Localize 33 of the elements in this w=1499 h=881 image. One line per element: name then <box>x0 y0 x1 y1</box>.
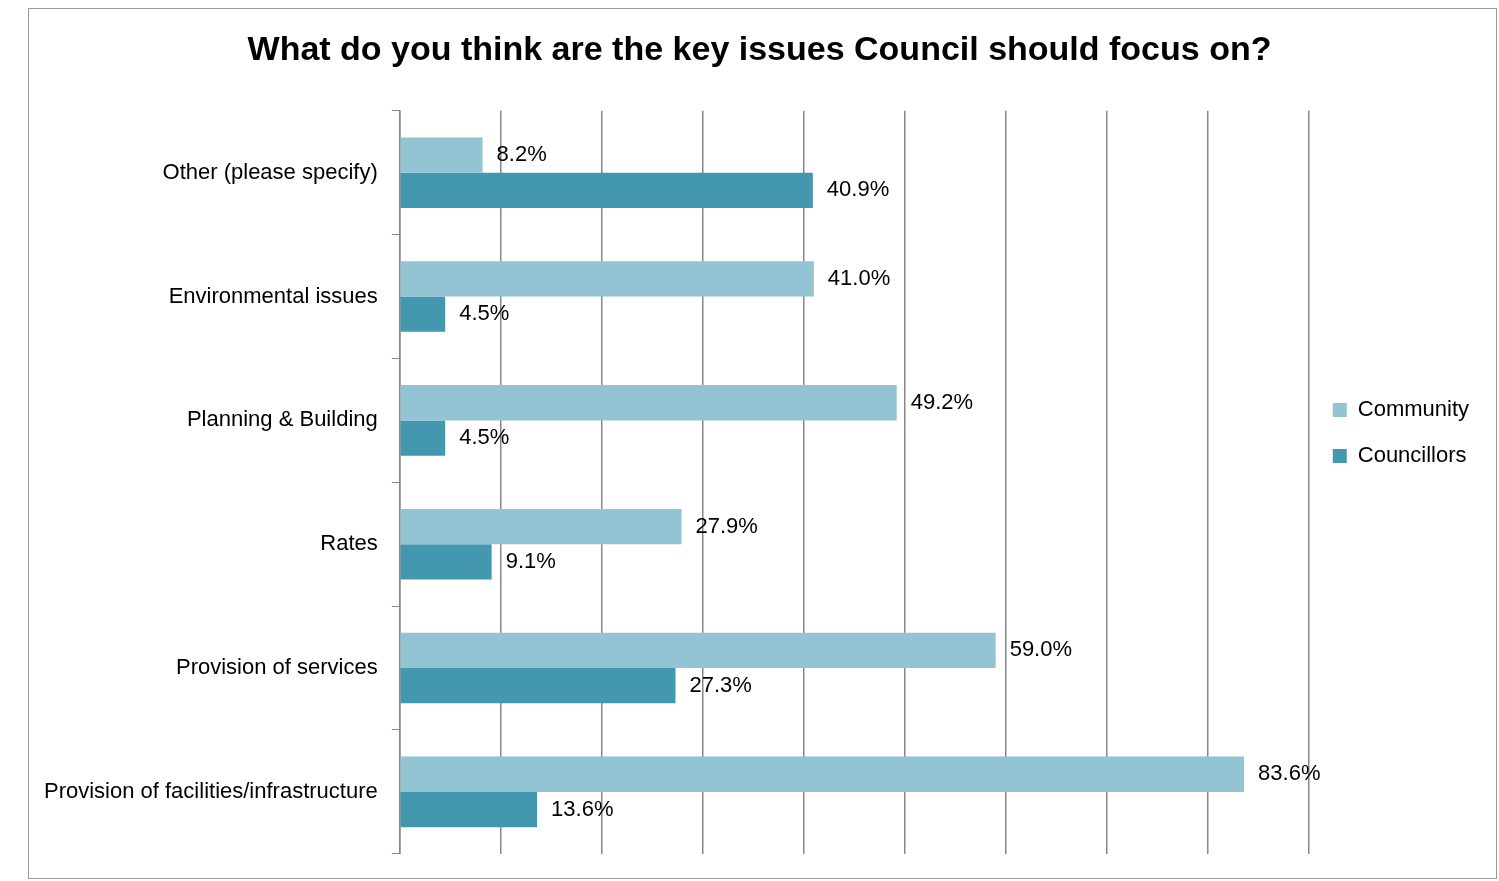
bar <box>400 632 996 669</box>
bar <box>400 137 483 173</box>
bar <box>400 668 676 704</box>
legend-label: Councillors <box>1357 442 1467 468</box>
data-label: 8.2% <box>496 141 547 167</box>
data-label: 9.1% <box>505 547 556 573</box>
bar <box>400 296 446 332</box>
bar <box>400 261 814 297</box>
chart-title: What do you think are the key issues Council should focus on? <box>247 28 1272 67</box>
data-label: 13.6% <box>551 795 614 821</box>
data-label: 40.9% <box>826 176 890 202</box>
data-label: 49.2% <box>910 388 974 414</box>
y-tick-label: Environmental issues <box>168 282 378 308</box>
bar <box>400 172 813 209</box>
data-label: 4.5% <box>459 300 510 326</box>
legend-label: Community <box>1357 396 1469 422</box>
bar <box>400 508 682 545</box>
data-label: 27.9% <box>695 512 758 538</box>
y-tick-label: Provision of services <box>176 654 378 680</box>
bar <box>400 791 538 828</box>
y-tick-label: Other (please specify) <box>162 158 378 184</box>
data-label: 4.5% <box>459 424 510 450</box>
y-tick-label: Provision of facilities/infrastructure <box>43 777 378 803</box>
bar <box>400 420 446 456</box>
bar <box>400 544 492 580</box>
data-label: 59.0% <box>1009 636 1073 662</box>
data-label: 41.0% <box>827 264 891 290</box>
bar <box>400 385 897 421</box>
bar <box>400 756 1245 792</box>
data-label: 27.3% <box>689 671 752 697</box>
data-label: 83.6% <box>1258 760 1321 786</box>
y-tick-label: Planning & Building <box>186 406 378 432</box>
y-tick-label: Rates <box>320 530 378 556</box>
